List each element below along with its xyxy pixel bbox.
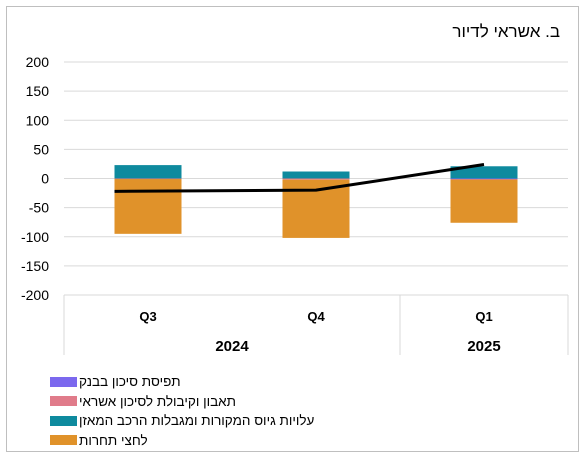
legend-item: עלויות גיוס המקורות ומגבלות הרכב המאזן <box>50 411 370 431</box>
y-tick-label: 50 <box>33 141 49 157</box>
legend: תפיסת סיכון בבנק תאבון וקיבולת לסיכון אשר… <box>50 372 370 450</box>
bar-segment <box>114 165 182 179</box>
bar-segment <box>114 178 182 180</box>
bar-segment <box>450 166 518 179</box>
legend-label: עלויות גיוס המקורות ומגבלות הרכב המאזן <box>79 413 315 429</box>
bar-segment <box>282 178 350 180</box>
y-tick-label: -100 <box>21 229 49 245</box>
net-line-path <box>114 163 485 193</box>
chart-title: ב. אשראי לדיור <box>452 22 560 41</box>
year-group-label: 2024 <box>215 338 249 355</box>
y-tick-label: 150 <box>26 83 50 99</box>
legend-item: לחצי תחרות <box>50 431 370 451</box>
y-tick-label: 200 <box>26 54 50 70</box>
bar-segment <box>450 178 518 180</box>
bar-segment <box>282 179 350 238</box>
legend-item: תפיסת סיכון בבנק <box>50 372 370 392</box>
y-tick-label: -150 <box>21 258 49 274</box>
legend-label: תאבון וקיבולת לסיכון אשראי <box>79 393 236 409</box>
y-tick-label: -200 <box>21 287 49 303</box>
y-axis-labels: 200 150 100 50 0 -50 -100 -150 -200 <box>21 54 49 303</box>
bars <box>114 165 518 238</box>
legend-label: תפיסת סיכון בבנק <box>79 374 181 390</box>
bar-segment <box>450 179 518 223</box>
y-tick-label: -50 <box>29 200 49 216</box>
legend-swatch <box>50 435 77 446</box>
bar-segment <box>282 171 350 179</box>
legend-swatch <box>50 396 77 407</box>
bar-segment <box>114 179 182 234</box>
x-tick-label: Q4 <box>307 309 325 324</box>
y-tick-label: 100 <box>26 112 50 128</box>
legend-swatch <box>50 376 77 387</box>
x-axis-labels: Q3 Q4 Q1 2024 2025 <box>63 294 569 355</box>
year-group-label: 2025 <box>467 338 500 355</box>
legend-label: לחצי תחרות <box>79 432 148 448</box>
x-tick-label: Q3 <box>139 309 156 324</box>
net-line <box>114 163 485 193</box>
y-tick-label: 0 <box>41 171 49 187</box>
x-tick-label: Q1 <box>475 309 492 324</box>
bar-segment <box>450 179 518 181</box>
legend-swatch <box>50 415 77 426</box>
legend-item: תאבון וקיבולת לסיכון אשראי <box>50 392 370 412</box>
